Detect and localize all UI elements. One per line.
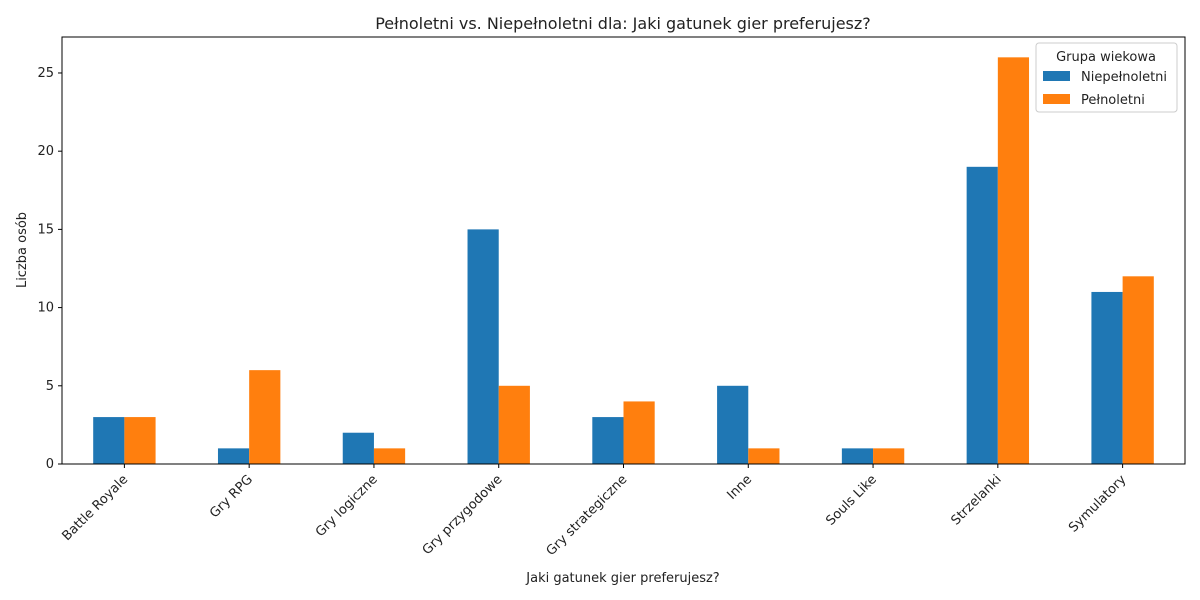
chart-title: Pełnoletni vs. Niepełnoletni dla: Jaki g… (375, 14, 871, 33)
bar-pelnoletni-gry-rpg (249, 370, 281, 464)
legend-swatch-pelnoletni (1043, 94, 1070, 104)
bar-niepelnoletni-gry-rpg (217, 448, 250, 464)
bar-niepelnoletni-gry-strategiczne (592, 417, 624, 464)
plot-area (61, 36, 1186, 465)
bar-pelnoletni-gry-strategiczne (623, 401, 655, 464)
y-tick-label: 20 (37, 144, 54, 159)
legend-label-pelnoletni: Pełnoletni (1081, 93, 1145, 108)
legend-swatch-niepelnoletni (1043, 71, 1070, 81)
bar-pelnoletni-souls-like (873, 448, 905, 464)
bar-niepelnoletni-symulatory (1091, 291, 1123, 464)
y-tick-label: 10 (37, 301, 54, 316)
x-tick-label-gry-przygodowe: Gry przygodowe (420, 472, 506, 558)
bar-niepelnoletni-inne (717, 385, 749, 464)
bar-pelnoletni-gry-logiczne (373, 448, 406, 464)
x-tick-label-symulatory: Symulatory (1066, 472, 1130, 536)
y-tick-label: 0 (46, 457, 54, 472)
bar-pelnoletni-inne (748, 448, 780, 464)
y-axis: 0 5 10 15 20 25 (37, 66, 62, 472)
bar-pelnoletni-strzelanki (997, 57, 1030, 464)
x-axis-label: Jaki gatunek gier preferujesz? (525, 571, 719, 586)
y-axis-label: Liczba osób (15, 212, 30, 288)
x-tick-label-strzelanki: Strzelanki (948, 472, 1004, 528)
legend-label-niepelnoletni: Niepełnoletni (1081, 70, 1167, 85)
bar-niepelnoletni-battle-royale (93, 417, 125, 464)
x-tick-label-gry-rpg: Gry RPG (207, 472, 256, 521)
y-tick-label: 15 (37, 222, 54, 237)
x-tick-label-gry-logiczne: Gry logiczne (313, 472, 381, 540)
x-axis: Battle Royale Gry RPG Gry logiczne Gry przy… (59, 464, 1130, 559)
y-tick-label: 5 (46, 379, 54, 394)
x-tick-label-gry-strategiczne: Gry strategiczne (544, 472, 631, 559)
x-tick-label-battle-royale: Battle Royale (59, 472, 131, 544)
legend-title: Grupa wiekowa (1056, 50, 1156, 65)
bar-pelnoletni-symulatory (1122, 276, 1154, 464)
legend-frame (1035, 42, 1178, 113)
x-tick-label-inne: Inne (724, 472, 755, 503)
legend: Grupa wiekowa Niepełnoletni Pełnoletni (1035, 42, 1178, 113)
bar-pelnoletni-gry-przygodowe (498, 385, 530, 464)
x-tick-label-souls-like: Souls Like (823, 472, 879, 528)
bar-niepelnoletni-gry-przygodowe (467, 229, 499, 464)
bar-niepelnoletni-strzelanki (966, 166, 998, 465)
bar-niepelnoletni-souls-like (841, 448, 874, 464)
y-tick-label: 25 (37, 66, 54, 81)
bar-pelnoletni-battle-royale (124, 417, 156, 464)
bar-niepelnoletni-gry-logiczne (342, 432, 374, 464)
